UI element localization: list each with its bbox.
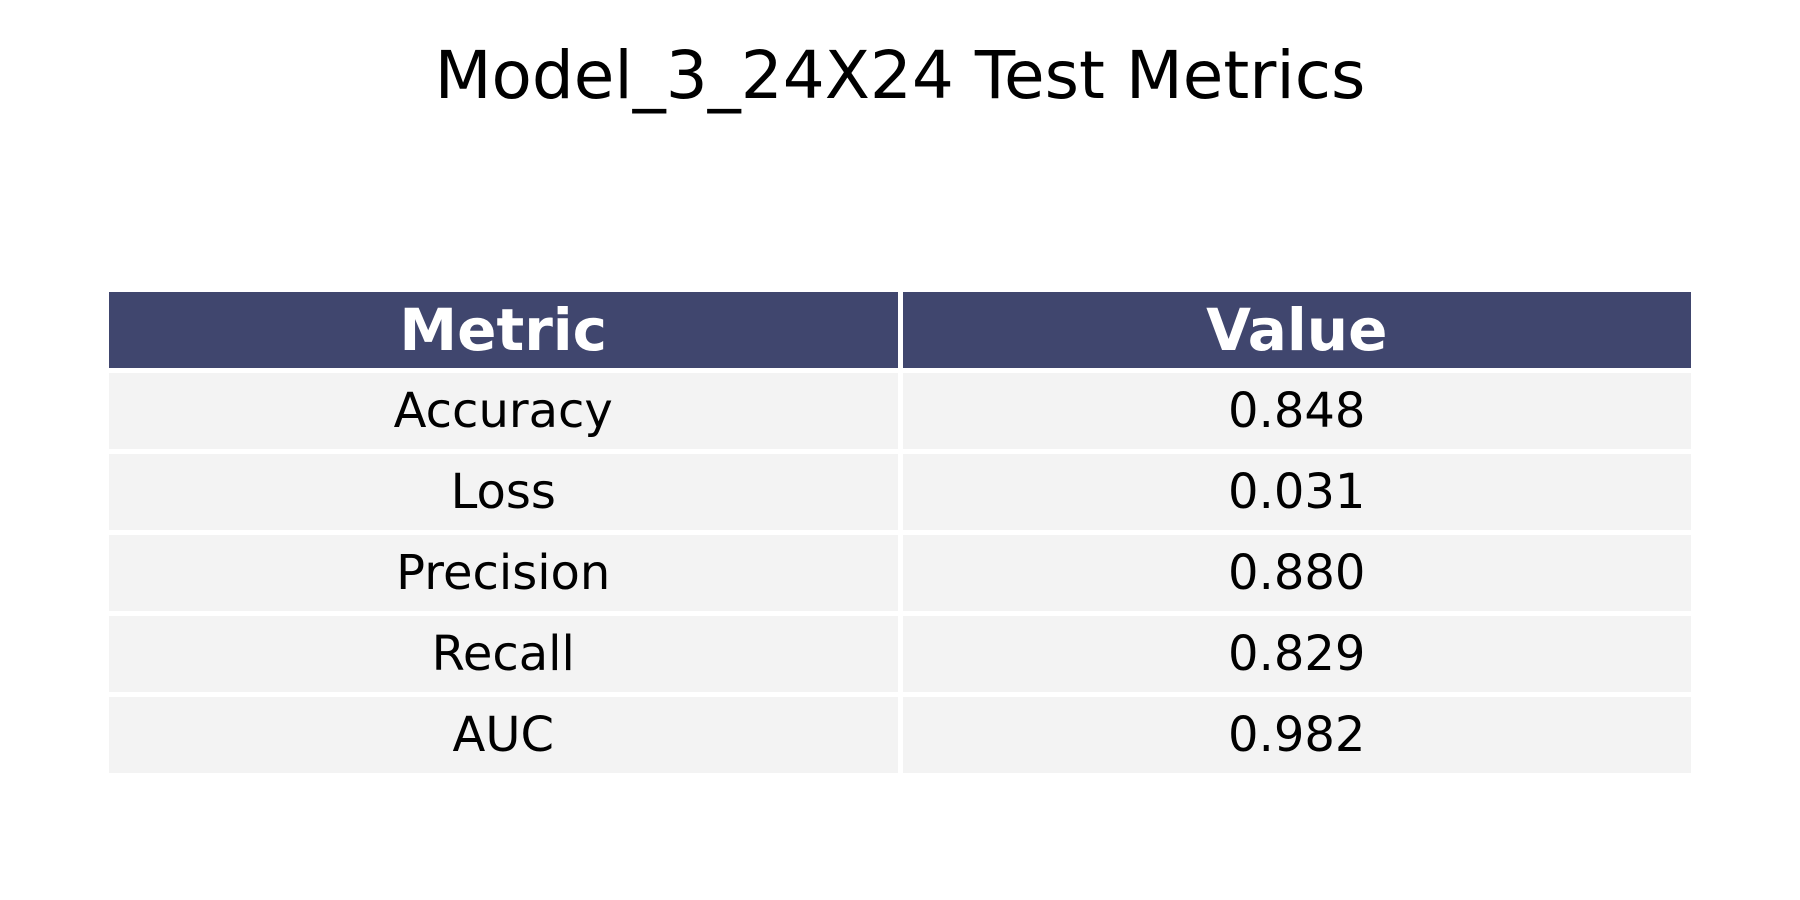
table-header-row: Metric Value bbox=[109, 292, 1691, 368]
table-row: Recall 0.829 bbox=[109, 616, 1691, 692]
metric-value-cell: 0.031 bbox=[902, 454, 1691, 530]
metric-value-cell: 0.829 bbox=[902, 616, 1691, 692]
metric-value-cell: 0.848 bbox=[902, 373, 1691, 449]
metric-value-cell: 0.982 bbox=[902, 697, 1691, 773]
table-row: Precision 0.880 bbox=[109, 535, 1691, 611]
column-header-metric: Metric bbox=[109, 292, 898, 368]
metrics-table: Metric Value Accuracy 0.848 Loss 0.031 P… bbox=[104, 287, 1696, 778]
chart-title: Model_3_24X24 Test Metrics bbox=[434, 37, 1366, 114]
table-row: Accuracy 0.848 bbox=[109, 373, 1691, 449]
table-row: AUC 0.982 bbox=[109, 697, 1691, 773]
metric-value-cell: 0.880 bbox=[902, 535, 1691, 611]
metric-name-cell: AUC bbox=[109, 697, 898, 773]
table-row: Loss 0.031 bbox=[109, 454, 1691, 530]
metric-name-cell: Loss bbox=[109, 454, 898, 530]
column-header-value: Value bbox=[902, 292, 1691, 368]
metric-name-cell: Accuracy bbox=[109, 373, 898, 449]
metric-name-cell: Recall bbox=[109, 616, 898, 692]
metric-name-cell: Precision bbox=[109, 535, 898, 611]
